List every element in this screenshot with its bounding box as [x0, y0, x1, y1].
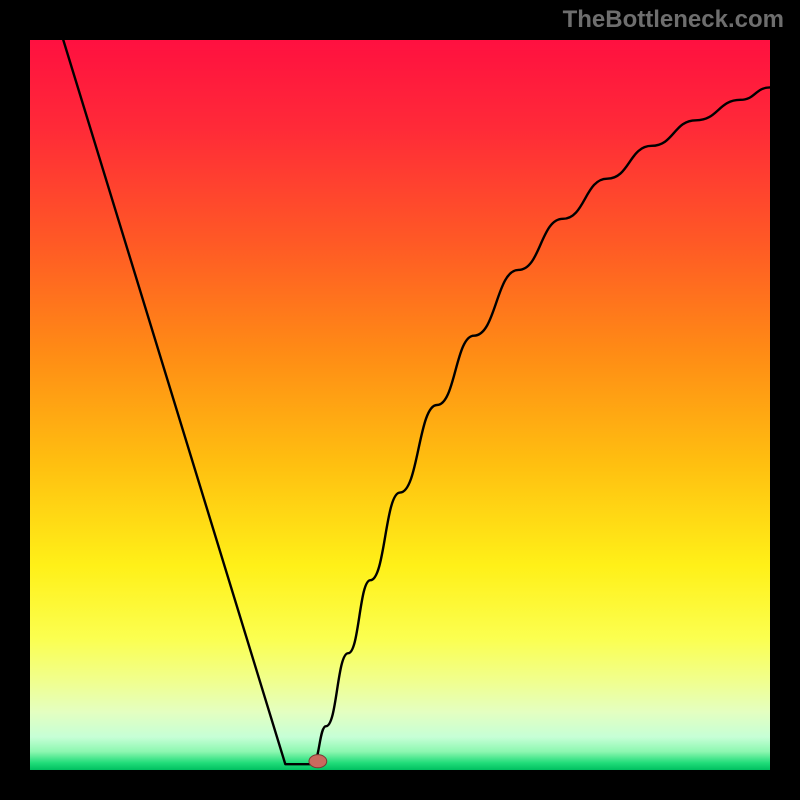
gradient-background	[30, 40, 770, 770]
optimal-point-marker	[309, 755, 327, 768]
watermark-text: TheBottleneck.com	[563, 6, 784, 34]
plot-area	[30, 40, 770, 770]
chart-frame: TheBottleneck.com	[0, 0, 800, 800]
plot-svg	[30, 40, 770, 770]
